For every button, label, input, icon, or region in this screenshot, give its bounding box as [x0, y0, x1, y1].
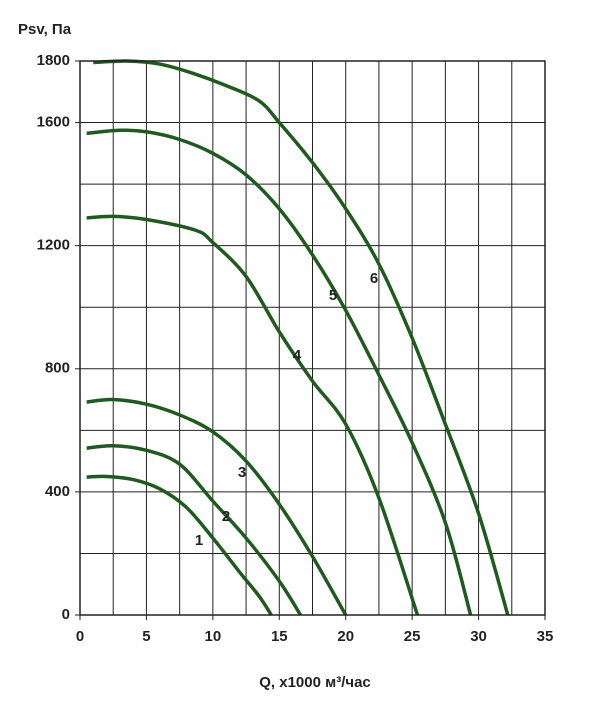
curve-label: 3	[238, 464, 246, 481]
curve	[86, 474, 273, 616]
x-tick-label: 0	[76, 628, 84, 645]
y-tick-label: 1600	[37, 114, 70, 131]
x-tick-label: 20	[337, 628, 354, 645]
curve	[86, 128, 473, 616]
curve-label: 4	[293, 347, 302, 364]
x-tick-label: 35	[537, 628, 554, 645]
y-tick-label: 400	[45, 483, 70, 500]
plot-frame	[79, 60, 546, 616]
x-tick-label: 15	[271, 628, 288, 645]
curve	[86, 443, 303, 616]
x-tick-label: 30	[470, 628, 487, 645]
y-tick-label: 800	[45, 360, 70, 377]
curve	[86, 214, 420, 616]
x-tick-label: 25	[404, 628, 421, 645]
curve-label: 2	[222, 508, 230, 525]
x-axis-title: Q, x1000 м³/час	[259, 674, 371, 691]
curve-label: 1	[195, 532, 203, 549]
y-axis-title: Psv, Па	[18, 21, 72, 38]
y-tick-label: 1200	[37, 237, 70, 254]
curve	[86, 397, 348, 616]
curve	[93, 59, 510, 616]
x-tick-label: 10	[205, 628, 222, 645]
y-tick-label: 1800	[37, 52, 70, 69]
curve-label: 5	[329, 287, 337, 304]
curve-label: 6	[370, 270, 378, 287]
x-tick-label: 5	[142, 628, 150, 645]
y-tick-label: 0	[62, 606, 70, 623]
